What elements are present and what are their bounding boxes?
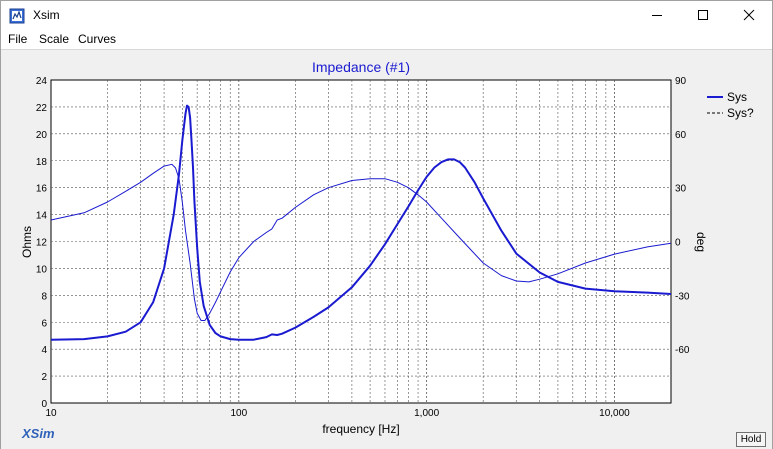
y-tick-label: 14 xyxy=(36,211,48,222)
y-right-axis-label: deg xyxy=(694,232,708,252)
y-tick-label: 24 xyxy=(36,76,48,87)
y-right-tick-label: 0 xyxy=(675,238,681,249)
y-tick-label: 16 xyxy=(36,184,48,195)
y-tick-label: 4 xyxy=(41,345,47,356)
y-tick-label: 18 xyxy=(36,157,48,168)
y-tick-label: 22 xyxy=(36,103,48,114)
y-tick-label: 20 xyxy=(36,130,48,141)
menu-curves[interactable]: Curves xyxy=(78,32,117,46)
y-right-tick-label: -60 xyxy=(675,345,690,356)
x-tick-label: 1,000 xyxy=(414,408,439,419)
x-tick-label: 100 xyxy=(230,408,247,419)
series-line-sys xyxy=(50,104,672,341)
title-bar[interactable]: Xsim xyxy=(1,1,772,30)
x-tick-labels: 10 100 1,000 10,000 xyxy=(45,408,630,419)
menu-file[interactable]: File xyxy=(8,32,28,46)
y-tick-label: 12 xyxy=(36,238,48,249)
y-right-tick-label: 30 xyxy=(675,184,687,195)
legend: Sys Sys? xyxy=(707,90,754,120)
menu-bar: File Scale Curves xyxy=(1,30,772,49)
close-icon xyxy=(743,9,755,21)
chart-title: Impedance (#1) xyxy=(312,59,410,75)
x-tick-label: 10 xyxy=(45,408,57,419)
xsim-app-icon xyxy=(9,8,25,24)
y-right-tick-label: -30 xyxy=(675,291,690,302)
close-button[interactable] xyxy=(726,1,772,30)
window-title: Xsim xyxy=(33,8,60,22)
y-tick-label: 0 xyxy=(41,399,47,410)
y-tick-label: 10 xyxy=(36,264,48,275)
maximize-button[interactable] xyxy=(680,1,726,30)
legend-label-sys2: Sys? xyxy=(727,106,754,120)
series-line-sys2 xyxy=(50,163,672,321)
x-tick-label: 10,000 xyxy=(599,408,630,419)
y-tick-label: 2 xyxy=(41,372,47,383)
y-axis-label: Ohms xyxy=(20,226,34,258)
minimize-button[interactable] xyxy=(634,1,680,30)
minimize-icon xyxy=(652,15,662,16)
y-right-tick-labels: -60 -30 0 30 60 90 xyxy=(675,76,690,356)
x-axis-label: frequency [Hz] xyxy=(322,422,399,436)
series-lines xyxy=(50,104,672,341)
y-right-tick-label: 60 xyxy=(675,130,687,141)
menu-scale[interactable]: Scale xyxy=(39,32,70,46)
y-tick-label: 6 xyxy=(41,318,47,329)
y-right-tick-label: 90 xyxy=(675,76,687,87)
y-tick-label: 8 xyxy=(41,291,47,302)
maximize-icon xyxy=(698,10,708,20)
legend-label-sys: Sys xyxy=(727,90,747,104)
hold-button[interactable]: Hold xyxy=(736,432,766,447)
xsim-brand-label: XSim xyxy=(22,426,55,441)
plot-area: 10 100 1,000 10,000 0 2 4 6 8 10 12 14 16 18 20 22 24 -… xyxy=(1,49,772,449)
